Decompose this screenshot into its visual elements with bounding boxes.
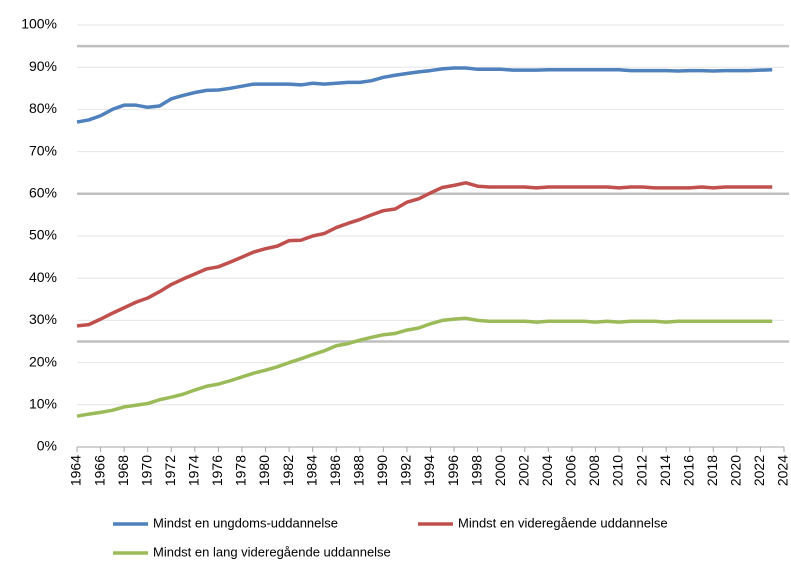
- x-tick-label: 1982: [280, 455, 296, 486]
- x-tick-label: 1964: [68, 455, 84, 486]
- x-tick-label: 2014: [657, 455, 673, 486]
- y-tick-label: 90%: [29, 58, 57, 74]
- x-tick-label: 1968: [115, 455, 131, 486]
- y-tick-label: 30%: [29, 311, 57, 327]
- y-tick-label: 70%: [29, 142, 57, 158]
- x-tick-label: 1988: [351, 455, 367, 486]
- x-tick-label: 1986: [327, 455, 343, 486]
- x-tick-label: 1966: [91, 455, 107, 486]
- x-tick-label: 1976: [209, 455, 225, 486]
- x-tick-label: 2016: [680, 455, 696, 486]
- y-tick-label: 60%: [29, 185, 57, 201]
- series-line: [76, 181, 773, 328]
- x-tick-label: 1974: [186, 455, 202, 486]
- series-line: [76, 66, 773, 124]
- legend-label: Mindst en lang videregående uddannelse: [153, 544, 391, 559]
- x-tick-label: 2024: [775, 455, 791, 486]
- legend-label: Mindst en ungdoms-uddannelse: [153, 515, 338, 530]
- x-tick-label: 1972: [162, 455, 178, 486]
- y-tick-label: 40%: [29, 269, 57, 285]
- x-tick-label: 1996: [445, 455, 461, 486]
- x-tick-label: 1984: [303, 455, 319, 486]
- y-tick-label: 0%: [37, 438, 57, 454]
- x-tick-label: 1990: [374, 455, 390, 486]
- x-tick-label: 1978: [233, 455, 249, 486]
- x-tick-label: 2022: [751, 455, 767, 486]
- x-tick-label: 1970: [138, 455, 154, 486]
- x-tick-label: 2010: [610, 455, 626, 486]
- y-tick-label: 10%: [29, 396, 57, 412]
- x-tick-label: 2012: [633, 455, 649, 486]
- x-tick-label: 2006: [563, 455, 579, 486]
- y-tick-label: 20%: [29, 353, 57, 369]
- series-line: [76, 316, 773, 418]
- x-tick-label: 1980: [256, 455, 272, 486]
- x-tick-label: 1992: [398, 455, 414, 486]
- y-tick-label: 80%: [29, 100, 57, 116]
- y-tick-label: 100%: [21, 16, 57, 32]
- x-tick-label: 1998: [468, 455, 484, 486]
- x-tick-label: 1994: [421, 455, 437, 486]
- y-tick-label: 50%: [29, 227, 57, 243]
- x-tick-label: 2020: [728, 455, 744, 486]
- x-tick-label: 2000: [492, 455, 508, 486]
- x-tick-label: 2018: [704, 455, 720, 486]
- x-tick-label: 2004: [539, 455, 555, 486]
- legend-label: Mindst en videregående uddannelse: [458, 515, 668, 530]
- x-tick-label: 2008: [586, 455, 602, 486]
- x-tick-label: 2002: [515, 455, 531, 486]
